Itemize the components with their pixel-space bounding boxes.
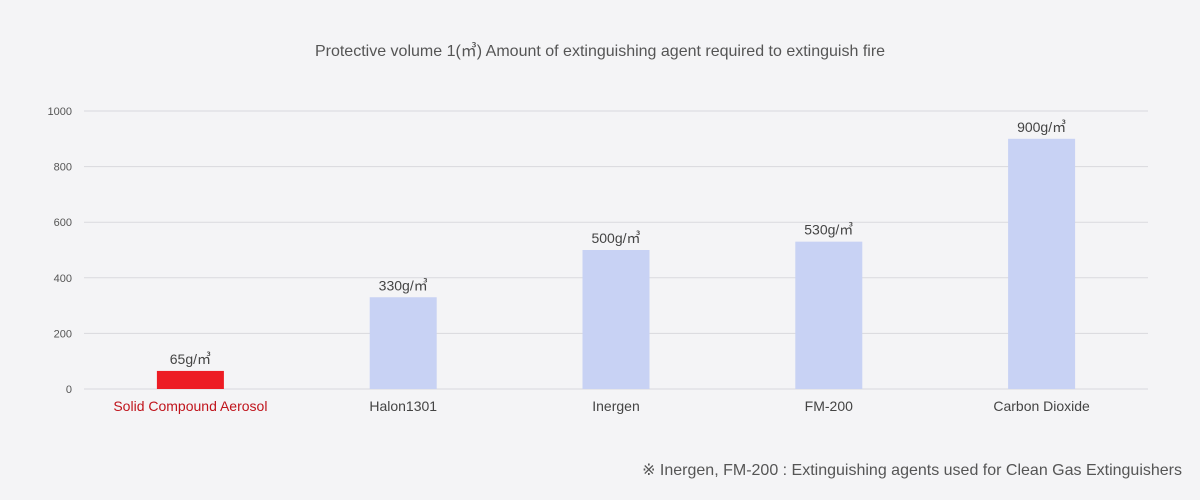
data-label: 530g/㎥ bbox=[804, 222, 853, 238]
bar bbox=[156, 370, 224, 389]
data-label: 65g/㎥ bbox=[170, 351, 211, 367]
y-tick-label: 600 bbox=[54, 217, 72, 229]
chart-title: Protective volume 1(㎥) Amount of extingu… bbox=[314, 43, 886, 60]
y-tick-label: 800 bbox=[54, 162, 72, 174]
y-tick-label: 200 bbox=[54, 328, 72, 340]
data-label: 500g/㎥ bbox=[591, 230, 640, 246]
data-label: 900g/㎥ bbox=[1017, 119, 1066, 135]
x-category-label: FM-200 bbox=[805, 398, 853, 414]
x-category-label: Carbon Dioxide bbox=[993, 398, 1090, 414]
footnote: ※ Inergen, FM-200 : Extinguishing agents… bbox=[642, 462, 1182, 479]
x-category-label: Inergen bbox=[592, 398, 639, 414]
bar bbox=[369, 297, 437, 389]
bar bbox=[1008, 138, 1076, 389]
bar bbox=[582, 250, 650, 389]
y-tick-label: 1000 bbox=[48, 106, 72, 118]
data-label: 330g/㎥ bbox=[379, 277, 428, 293]
x-category-label: Halon1301 bbox=[369, 398, 437, 414]
x-category-label: Solid Compound Aerosol bbox=[113, 398, 267, 414]
y-tick-label: 0 bbox=[66, 384, 72, 396]
y-tick-label: 400 bbox=[54, 273, 72, 285]
bar bbox=[795, 241, 863, 389]
